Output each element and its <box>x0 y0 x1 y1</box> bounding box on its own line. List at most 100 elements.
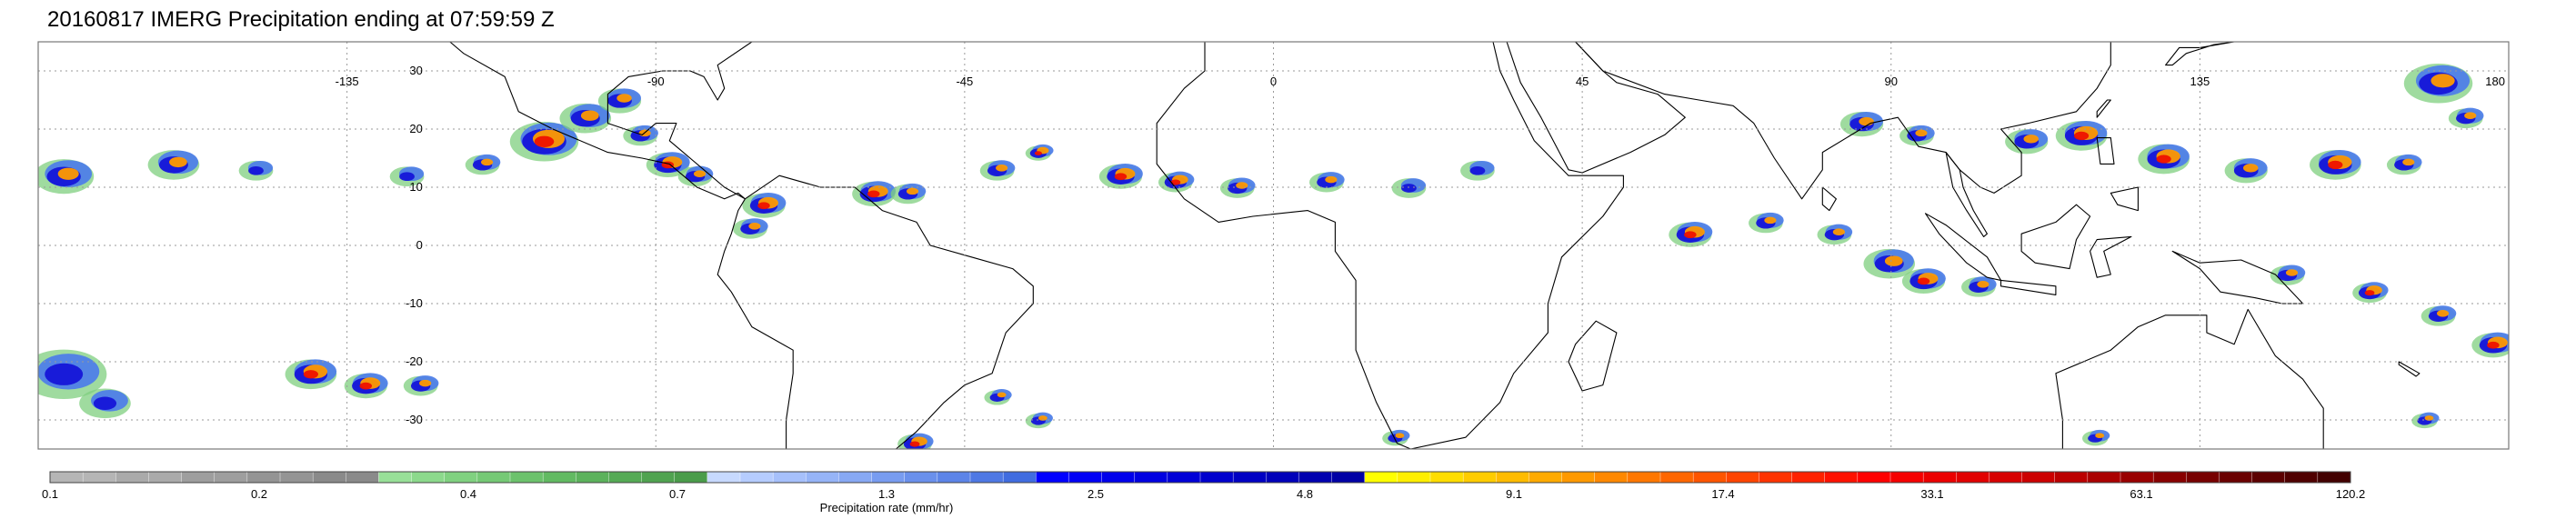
colorbar-swatch <box>181 471 216 484</box>
rain-cell <box>2055 120 2108 151</box>
colorbar-swatch <box>1364 471 1398 484</box>
colorbar-tick-label: 0.4 <box>459 487 477 501</box>
rain-cell <box>1863 248 1916 279</box>
colorbar-swatch <box>707 471 741 484</box>
rain-cell <box>238 160 274 181</box>
rain-cell <box>1960 276 1997 297</box>
colorbar-swatch <box>1889 471 1924 484</box>
rain-cell <box>897 433 934 449</box>
lon-tick-label: 180 <box>2485 75 2505 88</box>
colorbar-swatch <box>312 471 346 484</box>
colorbar-swatch <box>1791 471 1826 484</box>
colorbar-swatch <box>1496 471 1530 484</box>
colorbar-frame <box>49 471 2351 484</box>
rain-cell <box>2403 64 2473 104</box>
rain-cell <box>979 160 1016 181</box>
rain-cell <box>389 166 425 187</box>
colorbar-swatch <box>378 471 413 484</box>
coastline-malay-peninsula <box>1945 152 1988 237</box>
coastline-java <box>2000 279 2057 295</box>
colorbar-swatch <box>1956 471 1990 484</box>
rain-cell <box>2270 264 2306 285</box>
coastline-south-america <box>717 175 1034 449</box>
colorbar-swatch <box>1726 471 1760 484</box>
coastline-taiwan <box>2096 99 2111 118</box>
rain-cell <box>2386 154 2422 175</box>
colorbar-swatch <box>1857 471 1891 484</box>
colorbar-tick-label: 17.4 <box>1711 487 1735 501</box>
coastline-madagascar <box>1568 320 1618 392</box>
rain-cell <box>2005 129 2049 155</box>
rain-cell <box>1817 224 1853 245</box>
rain-cell <box>2352 282 2389 304</box>
colorbar-swatch <box>49 471 84 484</box>
rain-cell <box>1025 412 1053 429</box>
colorbar-swatch <box>1266 471 1300 484</box>
colorbar-swatch <box>838 471 873 484</box>
rain-cell <box>1839 111 1884 137</box>
colorbar-swatch <box>542 471 576 484</box>
lat-tick-label: -10 <box>406 296 423 310</box>
rain-cell <box>465 154 501 175</box>
rain-cell <box>2421 305 2457 326</box>
lat-tick-label: -20 <box>406 354 423 368</box>
coastline-sulawesi <box>2090 235 2132 278</box>
colorbar-tick-label: 0.1 <box>41 487 59 501</box>
map-frame <box>37 41 2510 450</box>
coastline-sri-lanka <box>1821 186 1837 212</box>
graticule <box>38 42 2509 449</box>
colorbar-swatch <box>2120 471 2154 484</box>
rain-cell <box>344 373 388 399</box>
colorbar-swatch <box>1462 471 1497 484</box>
colorbar-swatch <box>346 471 380 484</box>
rain-cell <box>597 88 642 114</box>
colorbar-swatch <box>1101 471 1136 484</box>
lon-tick-label: 90 <box>1885 75 1898 88</box>
coastline-australia <box>2055 308 2324 449</box>
colorbar-swatch <box>2054 471 2089 484</box>
colorbar-tick-label: 2.5 <box>1087 487 1105 501</box>
colorbar-tick-label: 63.1 <box>2130 487 2153 501</box>
coastline-eurasia-south <box>1575 42 2111 200</box>
colorbar-tick-label: 120.2 <box>2335 487 2366 501</box>
colorbar-swatch <box>871 471 906 484</box>
lat-tick-label: 10 <box>409 180 422 194</box>
colorbar-swatch <box>1594 471 1629 484</box>
rain-cell <box>509 122 579 162</box>
colorbar-swatch <box>509 471 544 484</box>
lat-tick-label: 20 <box>409 122 422 135</box>
colorbar-swatch <box>1002 471 1037 484</box>
lat-tick-label: 30 <box>409 64 422 77</box>
rain-cell <box>147 150 200 180</box>
colorbar-swatch <box>1397 471 1431 484</box>
rain-cell <box>2411 412 2440 429</box>
rain-cell <box>742 193 787 218</box>
rain-cell <box>733 218 768 239</box>
colorbar-swatch <box>969 471 1004 484</box>
lon-tick-label: 135 <box>2190 75 2210 88</box>
rain-cell <box>1309 172 1345 193</box>
colorbar-swatch <box>115 471 150 484</box>
rain-cell <box>1098 164 1143 189</box>
rain-cell <box>1025 144 1054 161</box>
colorbar-tick-label: 1.3 <box>877 487 896 501</box>
rain-cell <box>2082 429 2110 446</box>
coastline-sumatra <box>1924 213 2002 281</box>
rain-cell <box>984 389 1012 405</box>
rain-cell <box>677 165 714 187</box>
colorbar-swatch <box>214 471 248 484</box>
colorbar-title: Precipitation rate (mm/hr) <box>819 501 954 514</box>
colorbar-tick-label: 0.2 <box>250 487 268 501</box>
lat-tick-label: -30 <box>406 413 423 426</box>
rain-cell <box>1669 222 1713 247</box>
rain-cell <box>646 152 690 177</box>
colorbar-swatch <box>1036 471 1070 484</box>
colorbar-swatch <box>1824 471 1859 484</box>
map-title: 20160817 IMERG Precipitation ending at 0… <box>47 7 555 32</box>
rain-cell <box>285 359 337 390</box>
colorbar-swatch <box>2219 471 2253 484</box>
colorbar-swatch <box>444 471 478 484</box>
colorbar-tick-label: 0.7 <box>668 487 687 501</box>
colorbar-swatch <box>608 471 643 484</box>
